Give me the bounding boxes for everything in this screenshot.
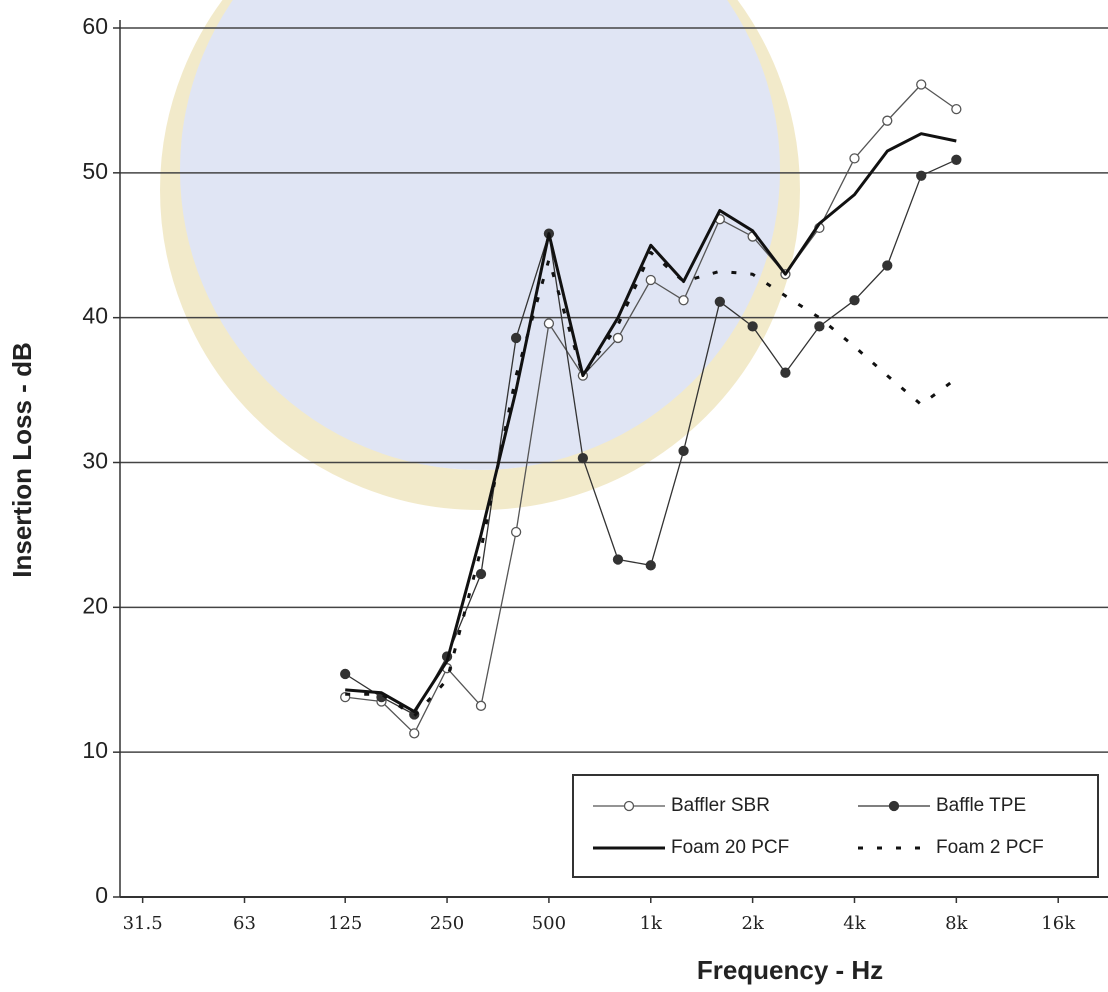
legend-marker	[625, 802, 634, 811]
data-point	[341, 669, 350, 678]
x-tick-label: 250	[430, 913, 464, 934]
data-point	[917, 80, 926, 89]
data-point	[883, 116, 892, 125]
x-tick-label: 1k	[640, 913, 663, 934]
data-point	[917, 171, 926, 180]
data-point	[815, 322, 824, 331]
x-tick-label: 2k	[741, 913, 764, 934]
y-tick-label: 0	[95, 882, 108, 908]
chart: Frequency - Hz Insertion Loss - dB 0 10 20…	[0, 0, 1108, 992]
x-tick-label: 4k	[843, 913, 866, 934]
data-point	[679, 446, 688, 455]
data-point	[715, 297, 724, 306]
y-tick-label: 30	[82, 448, 108, 474]
y-tick-label: 40	[82, 303, 108, 329]
y-tick-label: 10	[82, 737, 108, 763]
data-point	[477, 570, 486, 579]
data-point	[410, 729, 419, 738]
data-point	[578, 454, 587, 463]
x-tick-label: 63	[233, 913, 256, 934]
x-tick-label: 125	[328, 913, 362, 934]
data-point	[883, 261, 892, 270]
data-point	[679, 296, 688, 305]
data-point	[477, 701, 486, 710]
data-point	[748, 322, 757, 331]
y-tick-label: 60	[82, 13, 108, 39]
data-point	[646, 276, 655, 285]
data-point	[646, 561, 655, 570]
legend-label: Baffle TPE	[936, 795, 1026, 816]
y-axis-title: Insertion Loss - dB	[7, 342, 37, 577]
legend: Baffler SBR Baffle TPE Foam 20 PCF Foam 2 P…	[573, 775, 1098, 877]
x-tick-label: 8k	[945, 913, 968, 934]
x-tick-label: 31.5	[123, 913, 163, 934]
legend-box	[573, 775, 1098, 877]
data-point	[613, 555, 622, 564]
y-tick-label: 50	[82, 158, 108, 184]
watermark	[180, 0, 780, 490]
data-point	[952, 155, 961, 164]
data-point	[613, 333, 622, 342]
legend-label: Foam 2 PCF	[936, 837, 1044, 858]
data-point	[952, 105, 961, 114]
data-point	[850, 154, 859, 163]
data-point	[512, 333, 521, 342]
data-point	[512, 528, 521, 537]
legend-marker	[890, 802, 899, 811]
legend-label: Foam 20 PCF	[671, 837, 789, 858]
y-tick-label: 20	[82, 592, 108, 618]
data-point	[544, 319, 553, 328]
data-point	[850, 296, 859, 305]
legend-label: Baffler SBR	[671, 795, 770, 816]
x-axis-title: Frequency - Hz	[697, 955, 883, 985]
x-tick-label: 16k	[1041, 913, 1076, 934]
data-point	[781, 368, 790, 377]
x-tick-label: 500	[532, 913, 566, 934]
